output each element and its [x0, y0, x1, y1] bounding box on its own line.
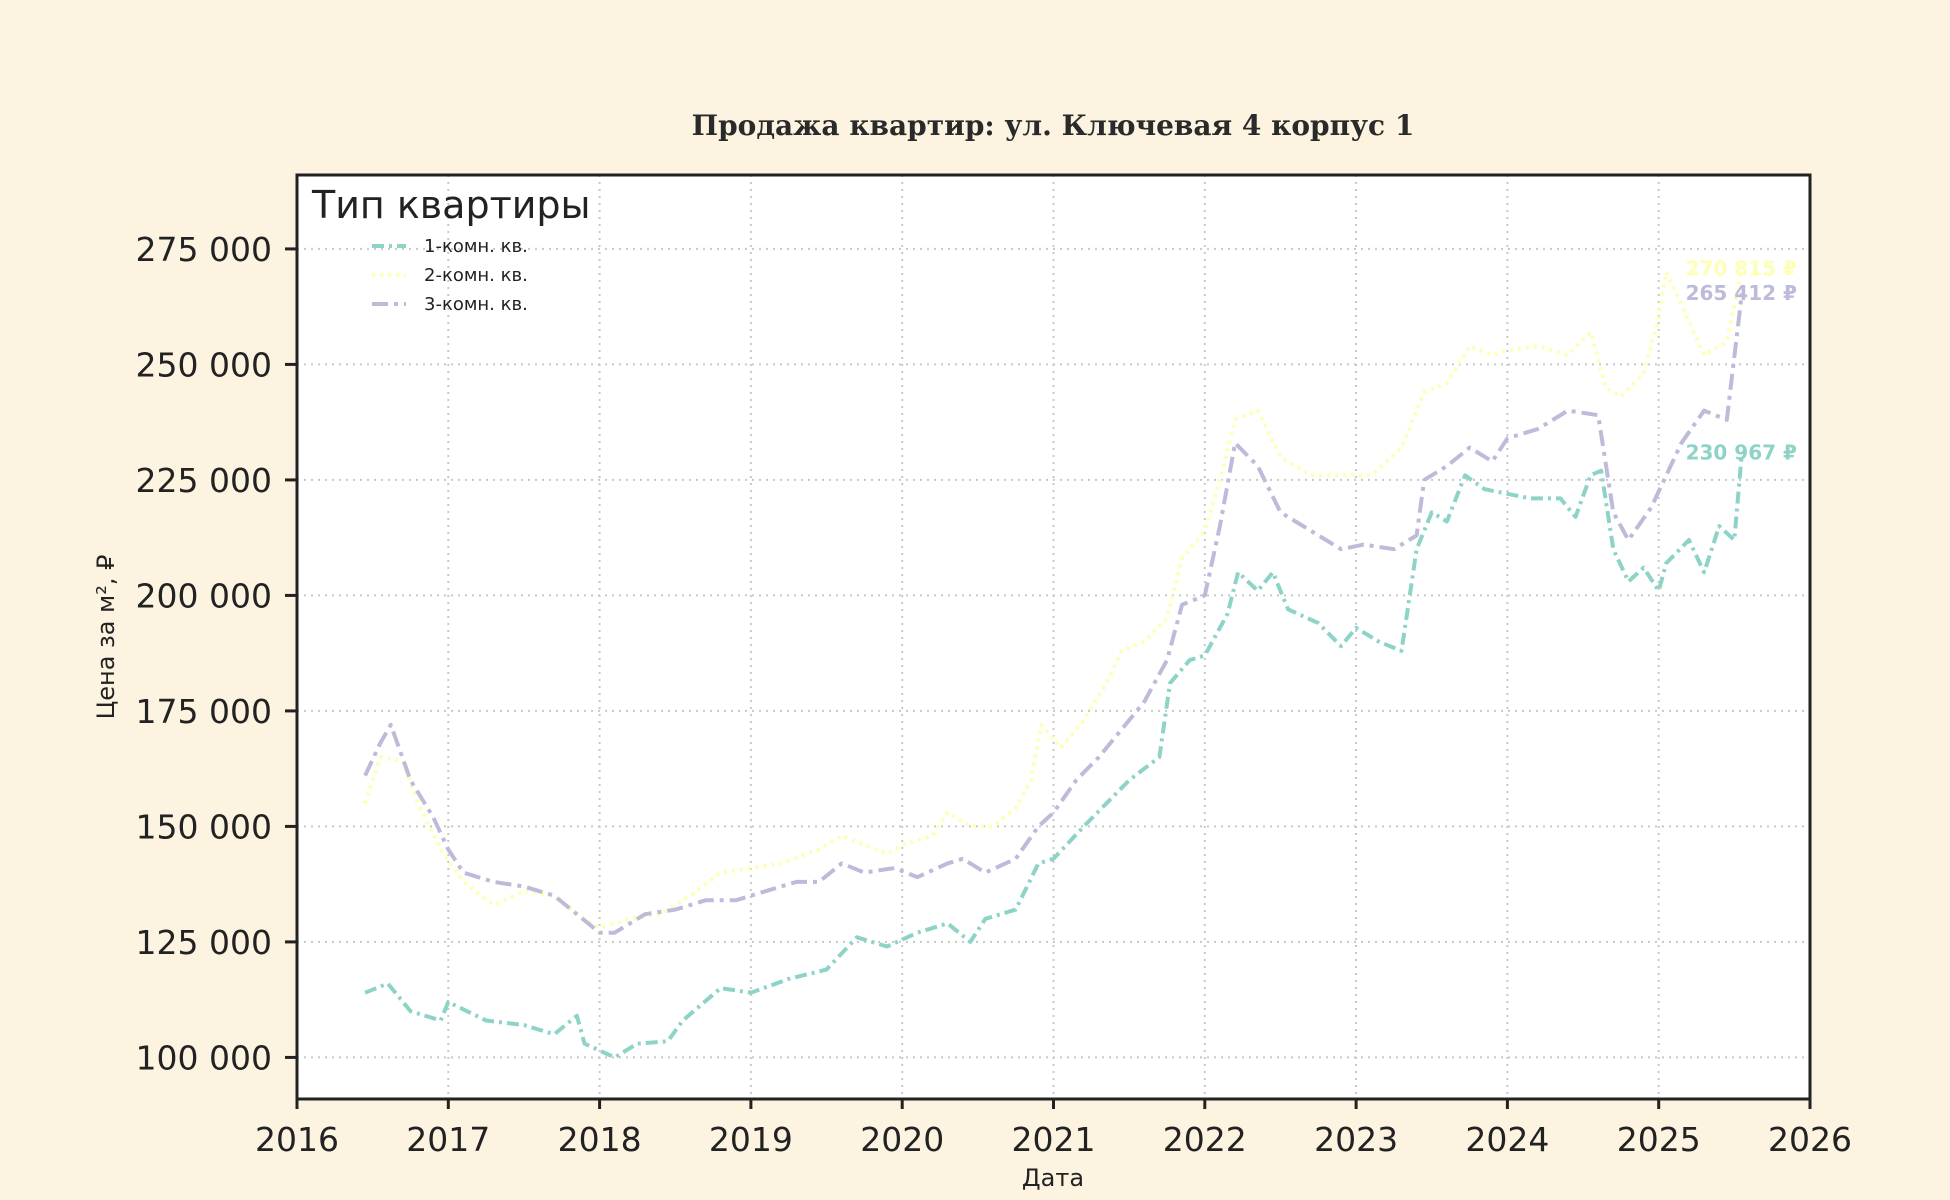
y-tick-label: 225 000 [136, 461, 272, 500]
x-tick-label: 2016 [255, 1120, 339, 1159]
x-tick-label: 2019 [709, 1120, 793, 1159]
y-tick-label: 200 000 [136, 576, 272, 615]
y-tick-label: 150 000 [136, 807, 272, 846]
series-line-3 [363, 292, 1744, 935]
x-tick-label: 2017 [406, 1120, 490, 1159]
y-tick-label: 125 000 [136, 923, 272, 962]
legend-title: Тип квартиры [311, 183, 591, 227]
legend-entry-label: 1-комн. кв. [424, 236, 528, 257]
x-tick-label: 2023 [1314, 1120, 1398, 1159]
end-value-label: 230 967 ₽ [1686, 440, 1797, 464]
series-lines [363, 267, 1744, 1060]
series-line-1 [364, 452, 1744, 1060]
chart-title: Продажа квартир: ул. Ключевая 4 корпус 1 [692, 109, 1415, 142]
end-value-label: 265 412 ₽ [1686, 281, 1797, 305]
x-tick-label: 2018 [558, 1120, 642, 1159]
grid [297, 175, 1810, 1099]
y-tick-label: 100 000 [136, 1038, 272, 1077]
x-tick-label: 2020 [860, 1120, 944, 1159]
x-tick-label: 2022 [1163, 1120, 1247, 1159]
x-tick-label: 2024 [1465, 1120, 1549, 1159]
end-labels: 230 967 ₽ 270 815 ₽265 412 ₽ [1686, 256, 1797, 464]
x-axis-label: Дата [1022, 1164, 1084, 1192]
x-tick-label: 2026 [1768, 1120, 1852, 1159]
x-tick-label: 2025 [1617, 1120, 1701, 1159]
legend-entry-label: 2-комн. кв. [424, 265, 528, 286]
legend-entries: 1-комн. кв. 2-комн. кв. 3-комн. кв. [372, 236, 528, 315]
y-axis-label: Цена за м², ₽ [92, 555, 120, 720]
series-line-2 [363, 267, 1744, 931]
y-tick-label: 275 000 [136, 230, 272, 269]
axis-ticks: 2016 2017 2018 2019 2020 2021 2022 2023 2024 2025… [136, 230, 1852, 1159]
end-value-label: 270 815 ₽ [1686, 256, 1797, 280]
legend: Тип квартиры 1-комн. кв. 2-комн. кв. 3-ком… [311, 183, 591, 315]
x-tick-label: 2021 [1012, 1120, 1096, 1159]
legend-entry-label: 3-комн. кв. [424, 294, 528, 315]
y-tick-label: 250 000 [136, 345, 272, 384]
y-tick-label: 175 000 [136, 692, 272, 731]
